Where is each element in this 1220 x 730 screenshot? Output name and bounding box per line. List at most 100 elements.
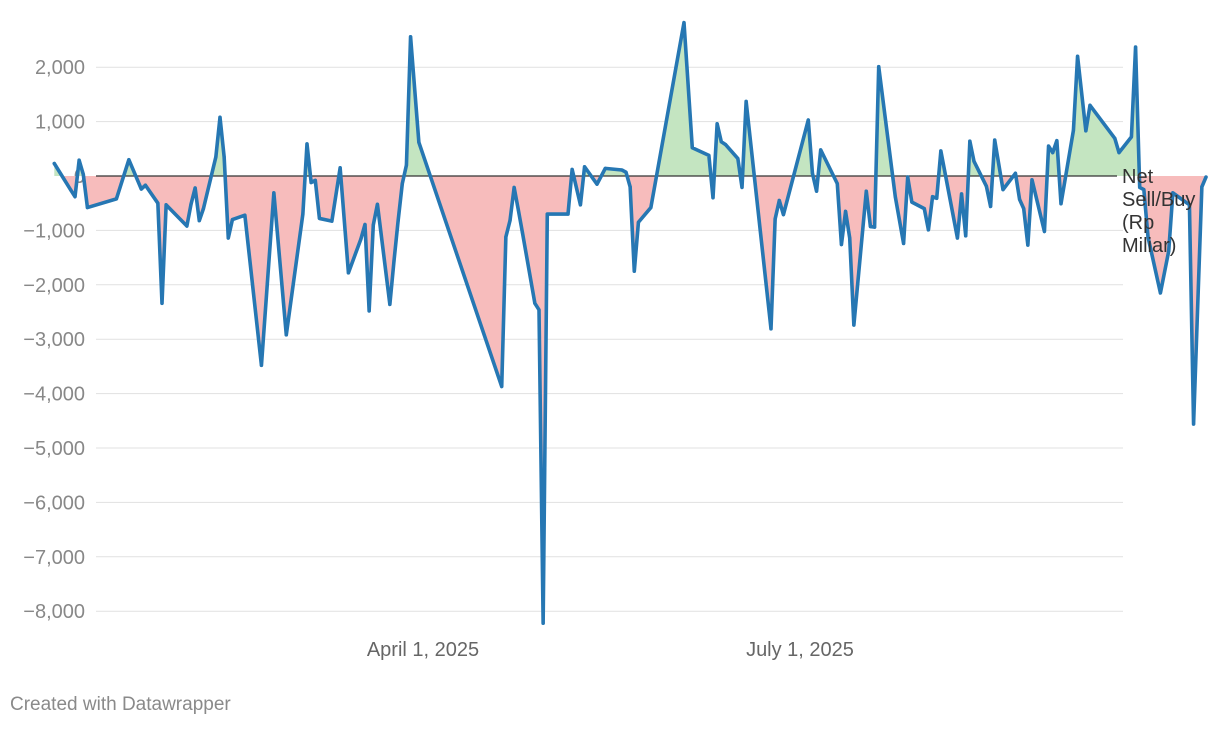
data-point	[1030, 178, 1034, 182]
data-point	[114, 197, 119, 201]
data-point	[864, 189, 868, 193]
data-point	[69, 188, 73, 192]
series-label-line: Net	[1122, 166, 1154, 188]
data-point	[222, 155, 226, 159]
data-point	[1022, 207, 1026, 211]
data-point	[930, 195, 935, 199]
data-point	[1167, 249, 1171, 253]
data-point	[624, 170, 628, 174]
data-point	[1017, 197, 1022, 201]
data-point	[545, 212, 549, 216]
data-point	[156, 201, 160, 205]
data-point	[1075, 54, 1080, 58]
credit-text: Created with Datawrapper	[10, 694, 231, 715]
data-point	[1046, 144, 1051, 148]
data-point	[214, 155, 218, 159]
data-point	[711, 196, 715, 200]
data-point	[906, 175, 910, 179]
positive-area-fill	[54, 22, 1206, 176]
series-label-line: Miliar)	[1122, 235, 1176, 257]
data-point	[910, 200, 914, 204]
data-point	[1158, 291, 1163, 295]
series-line-net-sell-buy	[52, 20, 1208, 625]
data-point	[682, 20, 686, 25]
data-point	[1138, 185, 1142, 190]
data-point	[819, 148, 823, 152]
data-point	[367, 309, 371, 313]
data-point	[810, 171, 815, 175]
data-point	[139, 187, 143, 191]
data-point	[359, 237, 363, 241]
data-point	[939, 149, 943, 153]
data-point	[1191, 422, 1196, 426]
data-point	[218, 115, 222, 119]
data-point	[935, 196, 939, 200]
data-point	[1204, 175, 1208, 179]
data-point	[1055, 139, 1059, 143]
data-point	[777, 198, 781, 203]
data-point	[520, 230, 525, 235]
data-point	[52, 161, 56, 166]
data-point	[143, 183, 148, 187]
data-point	[197, 219, 201, 223]
data-point	[160, 301, 164, 305]
data-point	[301, 212, 305, 216]
data-point	[632, 269, 636, 273]
data-point	[346, 271, 351, 275]
data-point	[620, 168, 624, 172]
data-point	[317, 216, 322, 221]
data-point	[922, 207, 926, 211]
data-point	[1171, 191, 1175, 195]
data-point	[872, 225, 877, 229]
y-axis-tick-labels: 2,000 1,000 0 −1,000 −2,000 −3,000 −4,000 −5,00…	[23, 57, 85, 623]
y-tick-label: −5,000	[23, 438, 85, 460]
chart: 2,000 1,000 0 −1,000 −2,000 −3,000 −4,000 −5,00…	[23, 20, 1208, 661]
data-point	[541, 621, 545, 625]
data-point	[400, 182, 404, 186]
data-point	[988, 204, 993, 209]
data-point	[226, 236, 230, 240]
data-points	[52, 20, 1208, 625]
data-point	[835, 182, 839, 186]
data-point	[901, 241, 906, 246]
data-point	[993, 138, 997, 142]
data-point	[1146, 235, 1150, 239]
data-point	[375, 202, 380, 206]
y-tick-label: −2,000	[23, 275, 85, 297]
data-point	[396, 219, 400, 223]
data-point	[839, 242, 844, 247]
data-point	[230, 217, 235, 222]
y-tick-label: −8,000	[23, 601, 85, 623]
data-point	[164, 203, 168, 207]
data-point	[272, 191, 276, 195]
data-point	[417, 140, 421, 144]
data-point	[690, 146, 694, 150]
data-point	[388, 302, 392, 306]
data-point	[649, 205, 653, 210]
negative-area-fill	[54, 176, 1206, 624]
data-point	[814, 189, 819, 193]
data-point	[77, 158, 81, 162]
data-point	[1117, 151, 1121, 155]
data-point	[959, 192, 964, 196]
data-point	[893, 195, 897, 199]
data-point	[1084, 129, 1088, 133]
data-point	[500, 384, 504, 389]
area-fills	[54, 22, 1206, 624]
series-label: Net Sell/Buy (Rp Miliar)	[1122, 166, 1195, 257]
x-tick-label: July 1, 2025	[746, 639, 854, 661]
data-point	[877, 65, 881, 69]
data-point	[305, 142, 309, 146]
data-point	[736, 156, 740, 161]
data-point	[313, 178, 317, 182]
data-point	[363, 222, 367, 227]
data-point	[715, 122, 719, 126]
data-point	[1133, 45, 1138, 49]
data-point	[595, 182, 599, 186]
data-point	[582, 165, 587, 169]
x-tick-label: April 1, 2025	[367, 639, 479, 661]
data-point	[707, 153, 711, 157]
data-point	[392, 259, 396, 263]
data-point	[955, 236, 960, 240]
y-tick-label: 2,000	[35, 57, 85, 79]
